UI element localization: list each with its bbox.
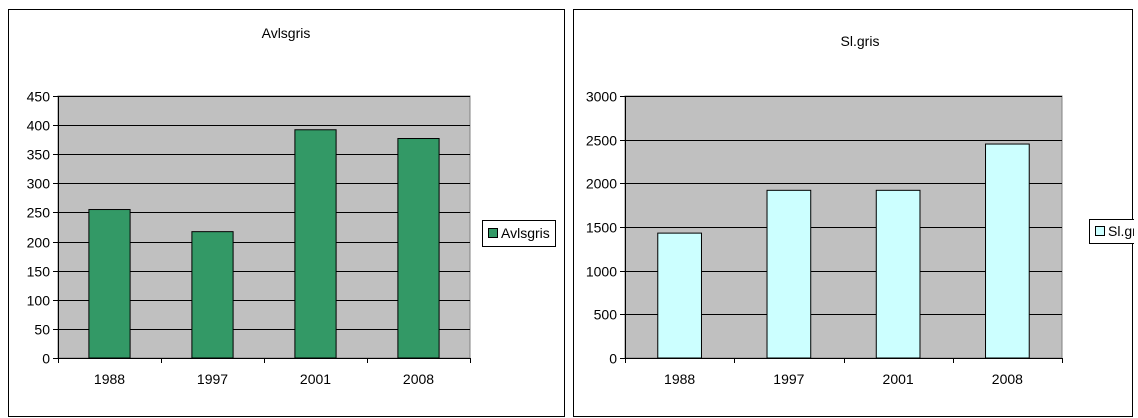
- slgris-y-tick-label: 2000: [586, 176, 617, 192]
- avlsgris-y-tick-label: 150: [27, 264, 51, 280]
- avlsgris-y-tick-label: 450: [27, 89, 51, 105]
- avlsgris-y-tick-label: 0: [42, 351, 50, 367]
- avlsgris-y-tick-label: 350: [27, 147, 51, 163]
- slgris-y-tick-label: 1500: [586, 220, 617, 236]
- avlsgris-y-tick-label: 400: [27, 118, 51, 134]
- slgris-y-tick-label: 500: [594, 307, 618, 323]
- slgris-chart-svg: Sl.gris 0 500 1000 1500 2000 2500 3000 1988 1997 2…: [586, 33, 1134, 387]
- slgris-y-tick-label: 0: [609, 351, 617, 367]
- avlsgris-legend-label: Avlsgris: [501, 225, 550, 241]
- avlsgris-chart-svg: Avlsgris 0 50 100 150 200 250 300 350 400 450 1988 1…: [27, 25, 556, 387]
- slgris-y-tick-label: 1000: [586, 264, 617, 280]
- slgris-chart: Sl.gris 0 500 1000 1500 2000 2500 3000 1988 1997 2…: [573, 9, 1134, 417]
- avlsgris-y-tick-label: 200: [27, 235, 51, 251]
- slgris-bar-2008: [985, 143, 1030, 359]
- avlsgris-y-tick-label: 300: [27, 176, 51, 192]
- avlsgris-bar-2001: [294, 129, 337, 359]
- avlsgris-x-tick-label: 2008: [403, 371, 434, 387]
- slgris-legend-label: Sl.gris: [1108, 223, 1134, 239]
- slgris-legend-swatch: [1095, 226, 1105, 236]
- slgris-bar-1997: [766, 189, 812, 359]
- avlsgris-bar-1988: [88, 209, 131, 359]
- avlsgris-y-tick-label: 100: [27, 293, 51, 309]
- slgris-x-tick-label: 2008: [992, 371, 1023, 387]
- slgris-y-tick-label: 3000: [586, 89, 617, 105]
- slgris-x-tick-label: 1997: [773, 371, 804, 387]
- slgris-title: Sl.gris: [841, 33, 880, 49]
- slgris-x-tick-label: 1988: [664, 371, 695, 387]
- slgris-bar-1988: [657, 232, 702, 359]
- avlsgris-legend-swatch: [488, 228, 498, 238]
- avlsgris-x-tick-label: 2001: [300, 371, 331, 387]
- avlsgris-x-tick-label: 1997: [197, 371, 228, 387]
- avlsgris-bar-1997: [191, 231, 234, 359]
- avlsgris-y-tick-label: 50: [34, 322, 50, 338]
- avlsgris-bar-2008: [397, 138, 440, 359]
- slgris-y-tick-label: 2500: [586, 133, 617, 149]
- avlsgris-x-tick-label: 1988: [94, 371, 125, 387]
- slgris-x-tick-label: 2001: [883, 371, 914, 387]
- slgris-bar-2001: [875, 189, 921, 359]
- avlsgris-y-tick-label: 250: [27, 205, 51, 221]
- avlsgris-chart: Avlsgris 0 50 100 150 200 250 300 350 400 450 1988 1…: [8, 9, 565, 417]
- avlsgris-title: Avlsgris: [262, 25, 311, 41]
